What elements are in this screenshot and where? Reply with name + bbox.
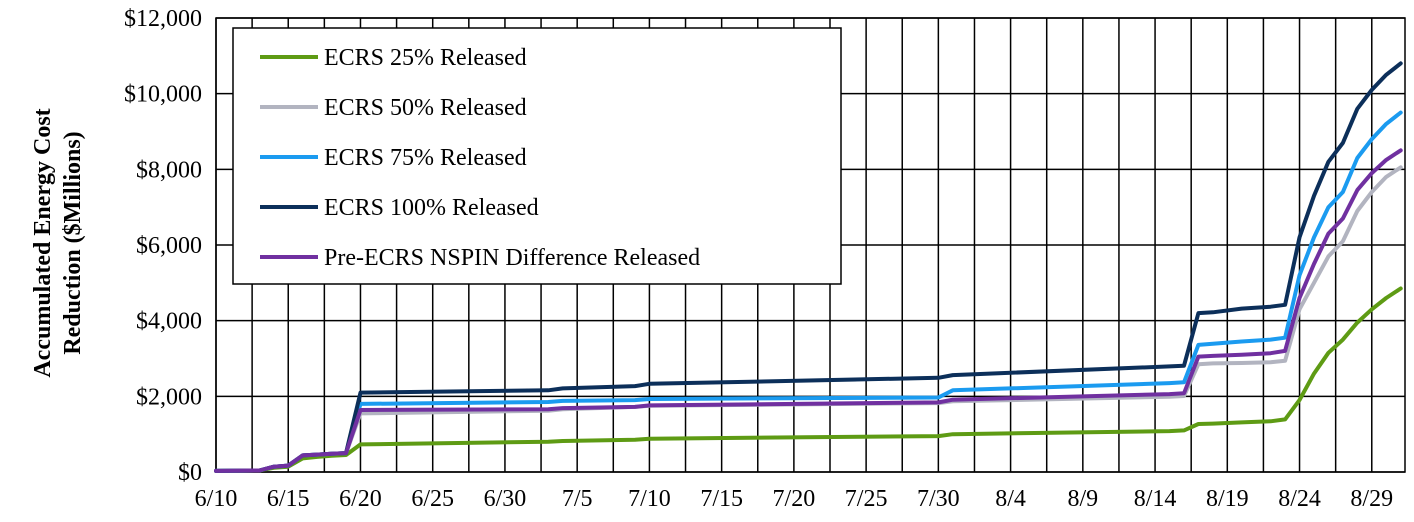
x-tick-label: 7/10 bbox=[628, 486, 671, 512]
y-tick-label: $4,000 bbox=[136, 309, 202, 335]
legend-label: ECRS 50% Released bbox=[324, 95, 527, 121]
x-tick-label: 6/15 bbox=[267, 486, 310, 512]
y-tick-label: $0 bbox=[178, 460, 202, 486]
x-tick-label: 7/15 bbox=[700, 486, 743, 512]
x-tick-label: 6/20 bbox=[339, 486, 382, 512]
series-lines bbox=[214, 61, 1403, 473]
x-tick-label: 8/19 bbox=[1206, 486, 1249, 512]
legend: ECRS 25% Released ECRS 50% Released ECRS 7… bbox=[232, 27, 842, 285]
y-tick-label: $2,000 bbox=[136, 384, 202, 410]
x-tick-label: 8/4 bbox=[995, 486, 1026, 512]
x-tick-label: 8/29 bbox=[1350, 486, 1393, 512]
x-tick-label: 6/10 bbox=[195, 486, 238, 512]
x-tick-label: 7/20 bbox=[773, 486, 816, 512]
x-tick-label: 8/24 bbox=[1278, 486, 1321, 512]
x-tick-label: 6/30 bbox=[484, 486, 527, 512]
y-axis-ticks: $0 $2,000 $4,000 $6,000 $8,000 $10,000 $12,000 bbox=[124, 6, 202, 486]
x-tick-label: 7/25 bbox=[845, 486, 888, 512]
legend-label: Pre-ECRS NSPIN Difference Released bbox=[324, 245, 700, 271]
y-axis-title-line2: Reduction ($Millions) bbox=[60, 131, 86, 354]
x-tick-label: 8/14 bbox=[1134, 486, 1177, 512]
legend-label: ECRS 25% Released bbox=[324, 45, 527, 71]
y-tick-label: $8,000 bbox=[136, 157, 202, 183]
x-tick-label: 7/5 bbox=[562, 486, 593, 512]
y-tick-label: $12,000 bbox=[124, 6, 202, 32]
x-axis-ticks: 6/10 6/15 6/20 6/25 6/30 7/5 7/10 7/15 7/20 7/25 7… bbox=[195, 486, 1393, 512]
y-axis-title-line1: Accumulated Energy Cost bbox=[30, 108, 56, 377]
y-tick-label: $6,000 bbox=[136, 233, 202, 259]
legend-box bbox=[232, 27, 842, 285]
x-tick-label: 6/25 bbox=[411, 486, 454, 512]
legend-label: ECRS 100% Released bbox=[324, 195, 539, 221]
series-line bbox=[214, 148, 1403, 473]
y-tick-label: $10,000 bbox=[124, 82, 202, 108]
x-tick-label: 7/30 bbox=[917, 486, 960, 512]
series-line bbox=[214, 286, 1403, 473]
x-tick-label: 8/9 bbox=[1067, 486, 1098, 512]
legend-label: ECRS 75% Released bbox=[324, 145, 527, 171]
